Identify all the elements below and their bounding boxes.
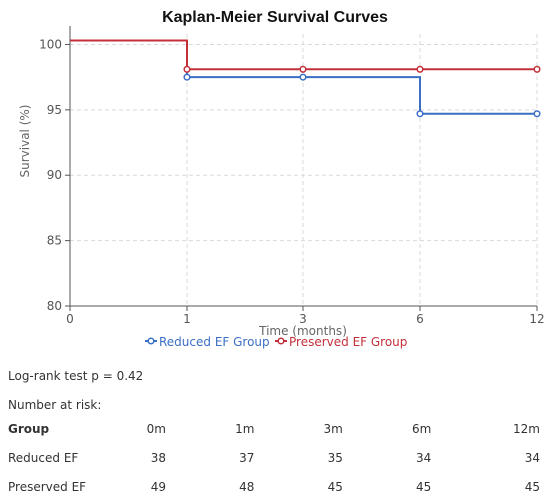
data-point <box>299 73 307 81</box>
legend-swatch-marker <box>277 337 285 345</box>
risk-col-header: 3m <box>323 421 343 436</box>
series-layer <box>70 39 541 118</box>
chart-title: Kaplan-Meier Survival Curves <box>162 9 388 26</box>
y-tick-label: 85 <box>47 234 62 248</box>
risk-cell: 45 <box>327 479 343 494</box>
risk-col-header: 6m <box>411 421 432 436</box>
risk-cell: 34 <box>524 450 540 465</box>
grid <box>70 34 538 306</box>
risk-cell: 34 <box>415 450 432 465</box>
axes: 80 85 90 95 100 0 1 3 6 12 <box>39 26 545 326</box>
table-row: Reduced EF 38 37 35 34 34 <box>0 443 546 472</box>
risk-cell: 38 <box>150 450 166 465</box>
risk-header-row: Group 0m 1m 3m 6m 12m <box>0 414 546 443</box>
y-tick-label: 100 <box>39 37 62 51</box>
x-tick-label: 3 <box>299 312 307 326</box>
risk-cell: 35 <box>327 450 343 465</box>
y-tick-label: 90 <box>47 168 62 182</box>
data-point <box>183 73 191 81</box>
logrank-text: Log-rank test p = 0.42 <box>8 369 144 383</box>
risk-cell: 45 <box>524 479 540 494</box>
legend-swatch-marker <box>147 337 155 345</box>
risk-col-header: 12m <box>513 421 540 436</box>
risk-cell: 45 <box>415 479 432 494</box>
risk-row-label: Preserved EF <box>8 479 87 494</box>
y-tick-label: 95 <box>47 103 62 117</box>
data-point <box>416 110 424 118</box>
risk-group-header: Group <box>8 421 50 436</box>
data-point <box>416 65 424 73</box>
x-tick-label: 12 <box>529 312 544 326</box>
data-point <box>533 110 541 118</box>
risk-row-label: Reduced EF <box>8 450 79 465</box>
series-line-1 <box>70 39 537 71</box>
risk-col-header: 0m <box>146 421 166 436</box>
km-chart: Kaplan-Meier Survival Curves 80 85 90 95 100… <box>18 9 545 349</box>
risk-table: Group 0m 1m 3m 6m 12m Reduced EF 38 37 3… <box>0 414 546 501</box>
risk-col-header: 1m <box>235 421 255 436</box>
legend: Reduced EF Group Preserved EF Group <box>145 335 407 349</box>
x-tick-label: 0 <box>66 312 74 326</box>
legend-label: Preserved EF Group <box>289 335 407 349</box>
data-point <box>299 65 307 73</box>
risk-table-title: Number at risk: <box>8 398 102 412</box>
risk-cell: 48 <box>239 479 255 494</box>
y-axis-label: Survival (%) <box>18 105 32 178</box>
data-point <box>533 65 541 73</box>
risk-cell: 37 <box>239 450 255 465</box>
data-point <box>183 65 191 73</box>
table-row: Preserved EF 49 48 45 45 45 <box>0 472 546 501</box>
risk-cell: 49 <box>150 479 166 494</box>
x-axis-label: Time (months) <box>258 324 347 338</box>
legend-label: Reduced EF Group <box>159 335 270 349</box>
y-tick-label: 80 <box>47 299 62 313</box>
x-tick-label: 6 <box>416 312 424 326</box>
x-tick-label: 1 <box>183 312 191 326</box>
